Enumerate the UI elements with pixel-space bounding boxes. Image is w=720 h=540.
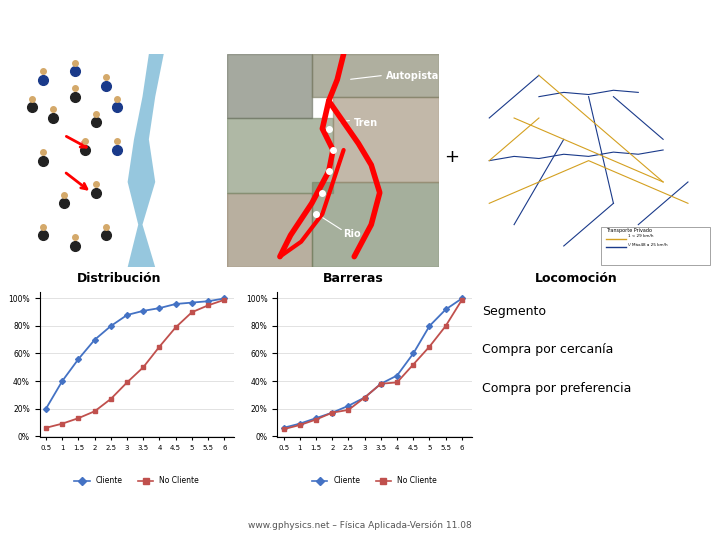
Text: Tren: Tren <box>354 118 379 128</box>
Bar <box>227 193 312 267</box>
Text: Distribución: Distribución <box>76 272 161 285</box>
Text: Compra por preferencia: Compra por preferencia <box>482 382 631 395</box>
Text: Autopista: Autopista <box>386 71 439 81</box>
Bar <box>227 54 312 118</box>
Text: Segmento: Segmento <box>482 305 546 318</box>
Text: Transporte Privado: Transporte Privado <box>606 228 652 233</box>
Text: Barreras: Barreras <box>323 272 383 285</box>
Bar <box>312 54 439 97</box>
Text: 1 < 29 km/h: 1 < 29 km/h <box>629 234 654 238</box>
Text: Compra por cercanía: Compra por cercanía <box>482 343 613 356</box>
Bar <box>227 118 333 193</box>
Text: www.gphysics.net – Física Aplicada-Versión 11.08: www.gphysics.net – Física Aplicada-Versi… <box>248 521 472 530</box>
Legend: Cliente, No Cliente: Cliente, No Cliente <box>309 473 440 488</box>
Polygon shape <box>127 54 163 267</box>
Text: +: + <box>444 147 459 166</box>
Text: Locomoción: Locomoción <box>535 272 617 285</box>
Legend: Cliente, No Cliente: Cliente, No Cliente <box>71 473 202 488</box>
Bar <box>312 182 439 267</box>
Bar <box>601 227 711 265</box>
Text: \/ Máx48 a 25 km/h: \/ Máx48 a 25 km/h <box>629 242 668 247</box>
Text: Rio: Rio <box>343 229 361 239</box>
Text: Sociología: Sociología <box>9 18 112 37</box>
Bar <box>333 97 439 182</box>
